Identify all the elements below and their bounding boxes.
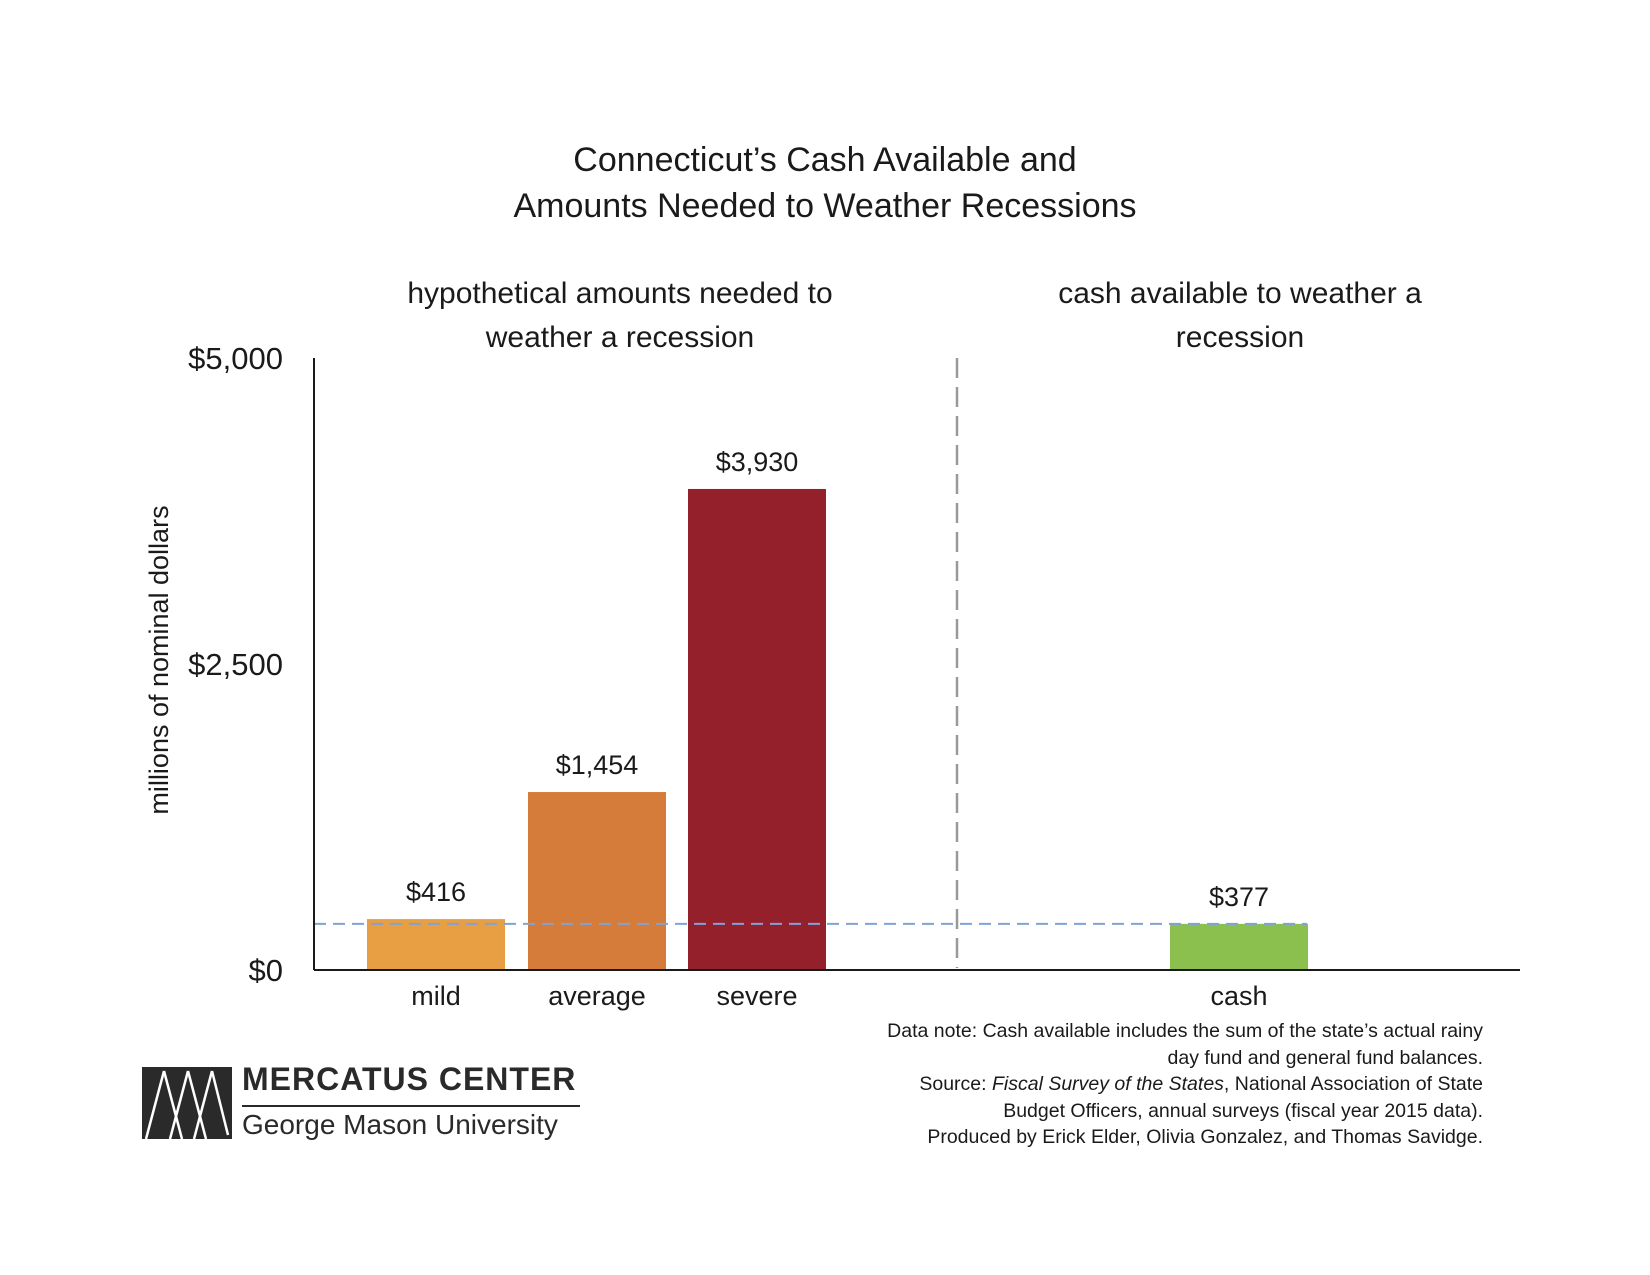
footnote-text: , National Association of State	[1223, 1073, 1483, 1095]
footnote-line-3: Source: Fiscal Survey of the States, Nat…	[723, 1071, 1483, 1098]
logo-subtitle: George Mason University	[242, 1109, 558, 1140]
value-label-cash: $377	[1209, 882, 1269, 912]
x-tick-label-cash: cash	[1210, 981, 1267, 1011]
group-label-cash: cash available to weather a recession	[1000, 272, 1480, 360]
group-label-hypothetical-line-2: weather a recession	[485, 321, 755, 354]
bars	[367, 488, 1308, 970]
chart-title-line-2: Amounts Needed to Weather Recessions	[513, 187, 1137, 225]
footnote-text: Source:	[919, 1073, 992, 1095]
chart-title-line-1: Connecticut’s Cash Available and	[573, 141, 1077, 179]
value-label-mild: $416	[406, 877, 466, 907]
x-tick-label-severe: severe	[716, 981, 797, 1011]
y-axis-label: millions of nominal dollars	[144, 505, 174, 814]
group-label-cash-line-1: cash available to weather a	[1058, 277, 1422, 310]
bar-mild	[367, 919, 505, 970]
footnote-line-2: day fund and general fund balances.	[723, 1045, 1484, 1072]
mercatus-logo-icon	[142, 1067, 232, 1139]
footnote-line-4: Budget Officers, annual surveys (fiscal …	[723, 1098, 1483, 1125]
group-label-hypothetical-line-1: hypothetical amounts needed to	[407, 277, 833, 310]
bar-severe	[688, 488, 826, 970]
logo-divider	[242, 1105, 580, 1107]
x-tick-label-average: average	[548, 981, 646, 1011]
footnote-text: Budget Officers, annual surveys (fiscal …	[1003, 1099, 1483, 1122]
group-label-cash-line-2: recession	[1175, 321, 1305, 354]
y-tick-label: $2,500	[188, 647, 283, 682]
footnote-italic-title: Fiscal Survey of the States	[991, 1073, 1224, 1095]
axes	[313, 358, 1520, 971]
footnote-text: Data note: Cash available includes the s…	[887, 1020, 1483, 1042]
mercatus-logo: MERCATUS CENTER George Mason University	[142, 1061, 582, 1147]
bar-average	[528, 792, 666, 970]
x-tick-labels: mild average severe cash	[411, 981, 1267, 1011]
logo-name: MERCATUS CENTER	[242, 1061, 577, 1097]
value-label-severe: $3,930	[716, 447, 799, 477]
y-tick-labels: $0 $2,500 $5,000	[188, 341, 283, 988]
value-label-average: $1,454	[556, 750, 639, 780]
chart-title: Connecticut’s Cash Available and Amounts…	[0, 137, 1650, 229]
footnote-text: day fund and general fund balances.	[1167, 1046, 1484, 1069]
y-tick-label: $5,000	[188, 341, 283, 376]
value-labels: $416 $1,454 $3,930 $377	[406, 447, 1269, 912]
y-tick-label: $0	[249, 953, 283, 988]
x-tick-label-mild: mild	[411, 981, 461, 1011]
group-label-hypothetical: hypothetical amounts needed to weather a…	[350, 272, 890, 360]
footnote-text: Produced by Erick Elder, Olivia Gonzalez…	[927, 1126, 1483, 1148]
bar-cash	[1170, 923, 1308, 970]
footnote-line-5: Produced by Erick Elder, Olivia Gonzalez…	[723, 1124, 1483, 1151]
footnote-line-1: Data note: Cash available includes the s…	[723, 1018, 1483, 1045]
footnote: Data note: Cash available includes the s…	[723, 1018, 1483, 1151]
